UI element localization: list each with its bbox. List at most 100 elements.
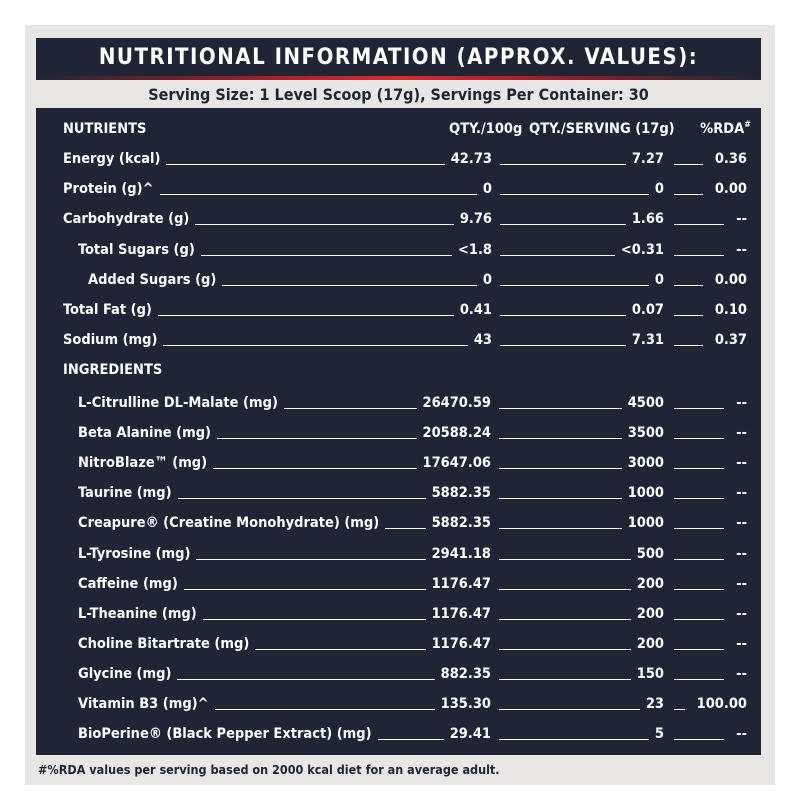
leader-line (377, 739, 444, 740)
nutrient-row: Added Sugars (g) 0 0 0.00 (63, 269, 753, 291)
leader-line (674, 438, 725, 439)
row-label: Total Sugars (g) (78, 242, 195, 258)
serving-info: Serving Size: 1 Level Scoop (17g), Servi… (36, 80, 761, 108)
leader-line (500, 285, 649, 286)
leader-line (177, 498, 426, 499)
qty-per-100g: 2941.18 (431, 546, 491, 562)
row-label: Caffeine (mg) (78, 576, 178, 592)
leader-line (499, 468, 622, 469)
ingredient-row: Choline Bitartrate (mg) 1176.47 200 -- (63, 633, 753, 655)
qty-per-serving: 200 (636, 606, 664, 622)
leader-line (674, 345, 703, 346)
qty-per-100g: 26470.59 (422, 395, 492, 411)
leader-line (499, 589, 631, 590)
row-label: L-Tyrosine (mg) (78, 546, 191, 562)
leader-line (674, 164, 703, 165)
leader-line (674, 649, 725, 650)
leader-line (500, 164, 626, 165)
leader-line (500, 194, 649, 195)
ingredient-row: L-Citrulline DL-Malate (mg) 26470.59 4500 -… (63, 392, 753, 414)
qty-per-serving: 1.66 (631, 211, 664, 227)
leader-line (500, 315, 626, 316)
leader-line (674, 468, 725, 469)
row-label: BioPerine® (Black Pepper Extract) (mg) (78, 726, 372, 742)
qty-per-100g: 0 (482, 181, 492, 197)
leader-line (674, 194, 703, 195)
qty-per-100g: 882.35 (440, 666, 491, 682)
leader-line (499, 619, 631, 620)
ingredient-row: BioPerine® (Black Pepper Extract) (mg) 29… (63, 723, 753, 745)
qty-per-serving: 5 (654, 726, 664, 742)
row-label: Protein (g)^ (63, 181, 154, 197)
qty-per-100g: 43 (473, 332, 492, 348)
leader-line (159, 194, 477, 195)
rda-value: 0.37 (714, 332, 747, 348)
header-rda: %RDA# (700, 120, 751, 137)
rda-value: -- (736, 726, 747, 742)
leader-line (674, 739, 725, 740)
leader-line (674, 285, 703, 286)
leader-line (255, 649, 426, 650)
qty-per-serving: <0.31 (620, 242, 664, 258)
qty-per-serving: 0 (654, 181, 664, 197)
qty-per-serving: 500 (636, 546, 664, 562)
leader-line (283, 408, 417, 409)
leader-line (196, 559, 426, 560)
leader-line (499, 498, 622, 499)
leader-line (674, 619, 725, 620)
qty-per-100g: 135.30 (440, 696, 491, 712)
qty-per-100g: 1176.47 (431, 606, 491, 622)
qty-per-serving: 1000 (627, 485, 664, 501)
ingredient-row: L-Theanine (mg) 1176.47 200 -- (63, 603, 753, 625)
ingredient-row: Vitamin B3 (mg)^ 135.30 23 100.00 (63, 693, 753, 715)
rda-value: -- (736, 636, 747, 652)
rda-value: 0.10 (714, 302, 747, 318)
nutrition-table (36, 108, 761, 755)
title-text: NUTRITIONAL INFORMATION (APPROX. VALUES)… (98, 44, 699, 70)
leader-line (500, 255, 615, 256)
leader-line (674, 709, 685, 710)
leader-line (217, 438, 417, 439)
leader-line (499, 679, 631, 680)
footnote: #%RDA values per serving based on 2000 k… (38, 762, 500, 777)
qty-per-serving: 23 (645, 696, 664, 712)
qty-per-100g: 1176.47 (431, 636, 491, 652)
qty-per-100g: 1176.47 (431, 576, 491, 592)
row-label: Creapure® (Creatine Monohydrate) (mg) (78, 515, 380, 531)
nutrient-row: Energy (kcal) 42.73 7.27 0.36 (63, 148, 753, 170)
rda-value: -- (736, 666, 747, 682)
row-label: Energy (kcal) (63, 151, 161, 167)
leader-line (499, 649, 631, 650)
leader-line (499, 739, 649, 740)
qty-per-100g: 0 (482, 272, 492, 288)
row-label: Vitamin B3 (mg)^ (78, 696, 209, 712)
header-nutrients: NUTRIENTS (63, 121, 147, 137)
leader-line (500, 224, 626, 225)
row-label: NitroBlaze™ (mg) (78, 455, 208, 471)
rda-value: -- (736, 485, 747, 501)
ingredient-row: Caffeine (mg) 1176.47 200 -- (63, 573, 753, 595)
leader-line (500, 345, 626, 346)
rda-value: -- (736, 546, 747, 562)
leader-line (213, 468, 417, 469)
qty-per-serving: 150 (636, 666, 664, 682)
leader-line (674, 408, 725, 409)
rda-value: -- (736, 576, 747, 592)
row-label: Added Sugars (g) (88, 272, 217, 288)
qty-per-100g: 0.41 (459, 302, 492, 318)
leader-line (674, 679, 725, 680)
row-label: L-Theanine (mg) (78, 606, 197, 622)
page-title: NUTRITIONAL INFORMATION (APPROX. VALUES)… (36, 38, 761, 76)
leader-line (200, 255, 452, 256)
leader-line (674, 255, 725, 256)
qty-per-100g: 5882.35 (431, 485, 491, 501)
rda-value: -- (736, 395, 747, 411)
qty-per-serving: 0 (654, 272, 664, 288)
qty-per-serving: 3000 (627, 455, 664, 471)
ingredient-row: L-Tyrosine (mg) 2941.18 500 -- (63, 543, 753, 565)
row-label: Total Fat (g) (63, 302, 152, 318)
qty-per-100g: <1.8 (457, 242, 492, 258)
qty-per-100g: 17647.06 (422, 455, 492, 471)
rda-value: -- (736, 425, 747, 441)
leader-line (674, 498, 725, 499)
